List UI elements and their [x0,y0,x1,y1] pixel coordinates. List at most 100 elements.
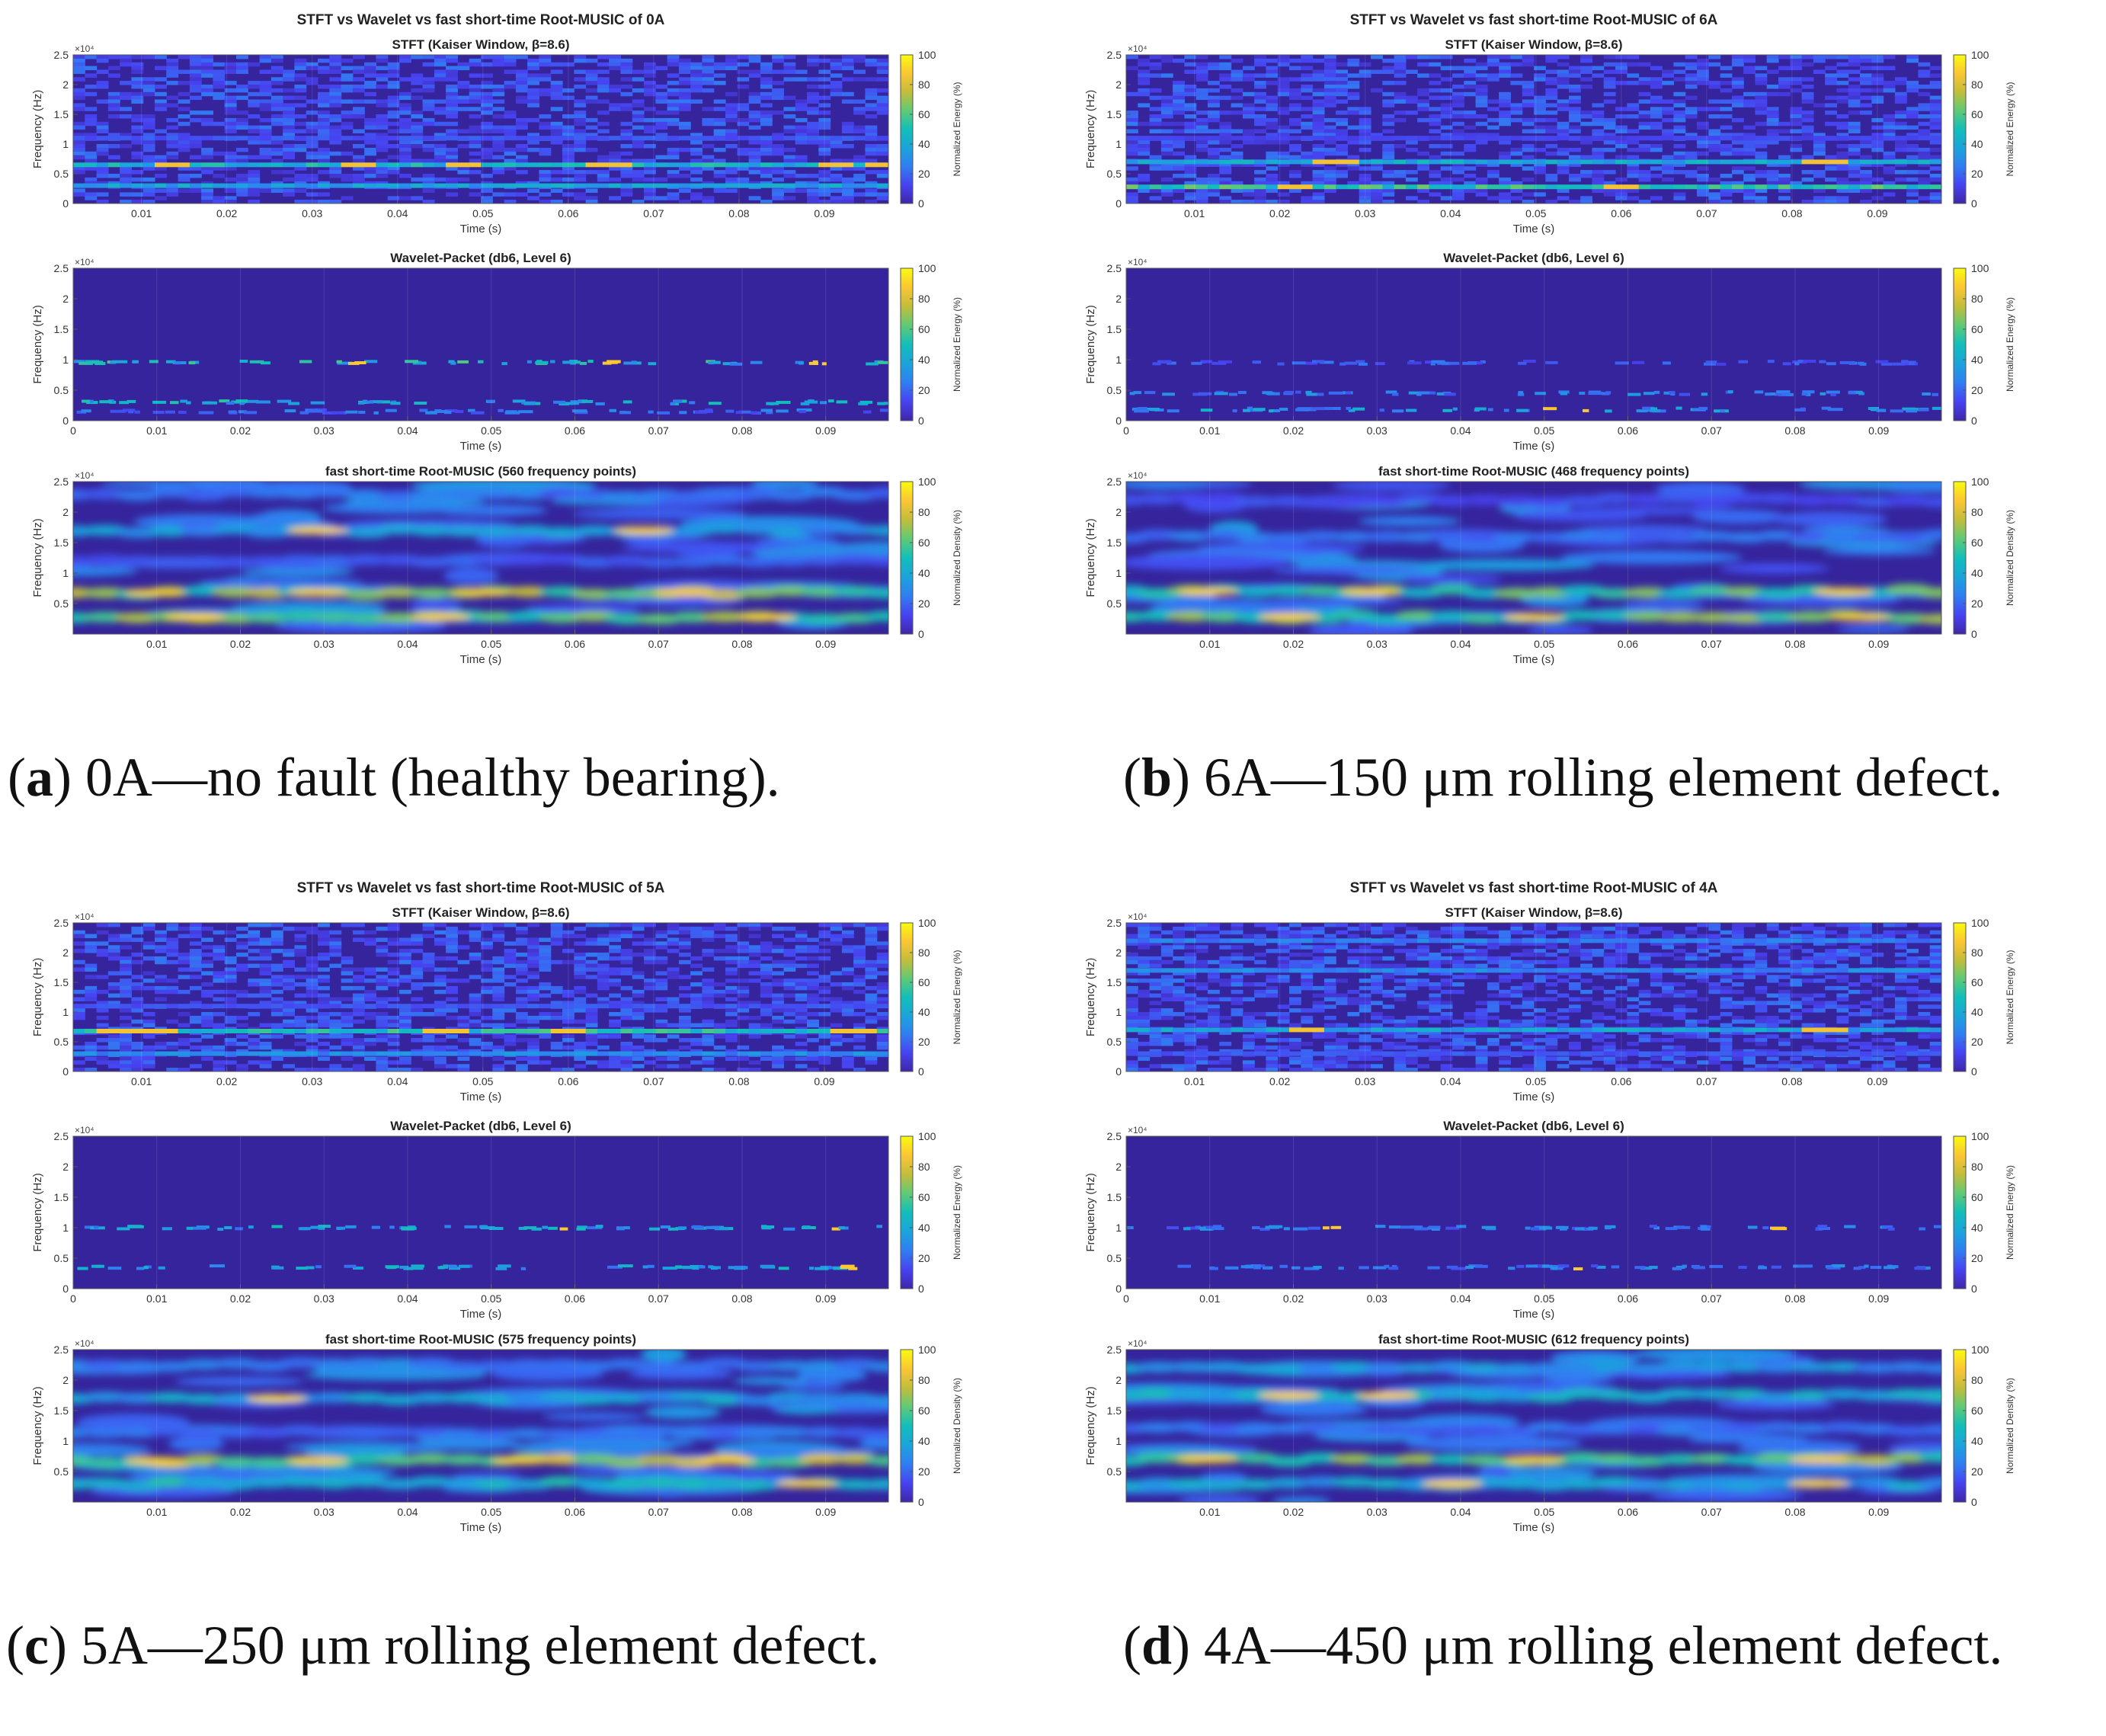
stft-cell [107,55,120,59]
wavelet-coefficient [1312,360,1319,364]
stft-cell [107,1060,120,1065]
stft-cell [1440,107,1453,111]
stft-cell [283,963,295,969]
stft-cell [1522,200,1535,203]
stft-cell [1208,114,1220,119]
x-tick-label: 0.04 [1450,638,1471,650]
stft-cell [399,107,411,111]
stft-cell [853,55,866,59]
wavelet-coefficient [419,408,428,412]
density-ridge [864,487,888,498]
stft-cell [329,140,342,145]
stft-band-cell [446,162,458,168]
wavelet-coefficient [501,362,507,366]
stft-cell [1487,196,1499,200]
stft-cell [1545,55,1558,59]
y-axis-label: Frequency (Hz) [1084,305,1097,383]
stft-cell [166,1068,179,1071]
stft-band-cell [876,136,888,141]
stft-cell [1231,73,1243,78]
stft-cell [1126,196,1138,200]
stft-cell [142,200,155,203]
stft-cell [446,99,458,104]
stft-cell [562,144,575,149]
stft-cell [387,941,400,946]
stft-cell [259,1064,272,1068]
stft-cell [1766,162,1779,167]
stft-cell [1394,62,1407,67]
wavelet-coefficient [186,401,191,405]
stft-cell [1149,114,1162,119]
stft-cell [1266,181,1279,186]
stft-cell [1184,103,1197,107]
stft-band-cell [399,183,411,188]
wavelet-coefficient [277,399,292,403]
stft-cell [830,200,843,203]
stft-cell [597,129,610,133]
stft-cell [550,69,563,74]
stft-cell [1801,155,1814,160]
stft-cell [189,959,202,965]
stft-cell [1522,55,1535,59]
stft-cell [644,91,656,97]
stft-cell [609,103,621,107]
stft-cell [259,140,272,145]
stft-band-cell [1638,184,1651,190]
stft-cell [73,934,85,939]
stft-cell [1766,140,1779,145]
wavelet-coefficient [631,360,637,364]
stft-band-cell [667,162,680,168]
stft-cell [352,930,365,935]
stft-cell [1487,73,1499,78]
wavelet-coefficient [1429,391,1436,395]
stft-band-cell [562,162,575,168]
stft-cell [236,993,248,998]
stft-cell [85,993,98,998]
stft-cell [376,121,389,127]
stft-cell [1195,55,1208,59]
stft-cell [713,99,726,104]
stft-cell [96,121,109,127]
stft-cell [1731,151,1744,156]
stft-cell [1254,55,1266,59]
stft-cell [1929,121,1941,127]
stft-cell [1323,140,1336,145]
stft-cell [1475,85,1488,89]
stft-cell [1825,95,1837,101]
stft-cell [1254,85,1266,89]
caption-text: 0A—no fault (healthy bearing). [85,747,780,808]
stft-cell [178,69,190,74]
wavelet-coefficient [219,399,230,403]
stft-cell [376,103,389,107]
stft-cell [189,117,202,123]
stft-cell [1208,66,1220,71]
stft-band-cell [748,136,761,141]
stft-cell [1394,117,1407,123]
x-tick-label: 0.02 [1283,424,1304,437]
stft-cell [713,121,726,127]
stft-cell [1778,121,1791,127]
stft-cell [131,129,144,133]
stft-cell [1580,111,1592,115]
stft-cell [1522,58,1535,63]
stft-cell [632,117,645,123]
wavelet-coefficient [425,411,437,415]
stft-cell [1801,95,1814,101]
stft-cell [201,181,213,186]
stft-cell [189,174,202,178]
stft-cell [795,103,808,107]
stft-cell [830,140,843,145]
stft-cell [1580,77,1592,82]
stft-cell [1603,125,1616,130]
stft-band-cell [748,162,761,168]
stft-cell [213,91,226,97]
stft-band-cell [446,183,458,188]
wavelet-coefficient [1262,391,1272,395]
stft-cell [131,982,144,987]
stft-cell [166,69,179,74]
stft-cell [248,934,261,939]
stft-cell [667,73,680,78]
stft-cell [713,107,726,111]
stft-cell [1173,144,1185,149]
stft-cell [259,993,272,998]
